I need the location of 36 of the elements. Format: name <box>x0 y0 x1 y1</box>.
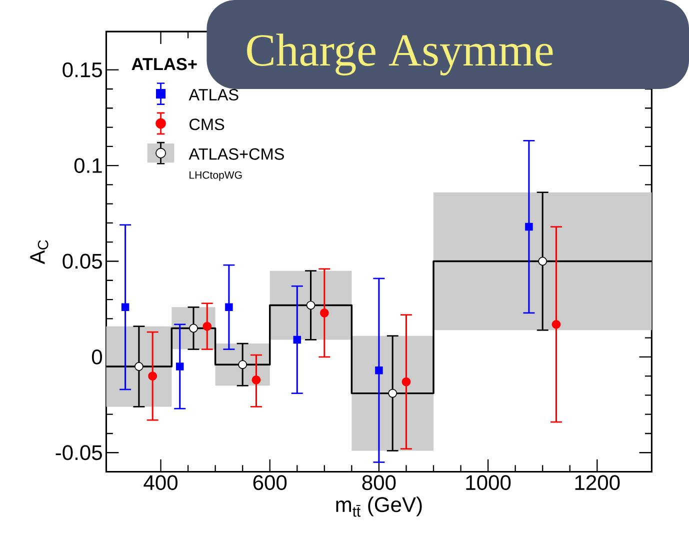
point <box>525 222 533 231</box>
point <box>148 372 158 381</box>
y-axis-title: A$_{C}$ <box>30 240 48 264</box>
y-tick-label: 0.05 <box>62 254 102 269</box>
x-axis-title: m$_{tt̄}$ (GeV) <box>336 496 422 517</box>
x-tick-label: 1000 <box>466 475 511 490</box>
point <box>402 377 411 386</box>
point <box>134 362 144 372</box>
point <box>202 322 212 331</box>
annotation: LHCtopWG <box>190 171 242 181</box>
point <box>189 324 198 333</box>
y-tick-label: -0.05 <box>56 445 102 460</box>
x-tick-label: 1200 <box>575 475 620 490</box>
point <box>552 320 561 329</box>
y-tick-label: 0.1 <box>74 158 102 174</box>
legend-label: CMS <box>190 118 224 130</box>
point <box>538 256 548 266</box>
point <box>238 360 248 370</box>
point <box>252 376 261 384</box>
point <box>176 362 184 370</box>
x-tick-label: 600 <box>253 475 287 490</box>
x-tick-label: 400 <box>144 475 178 490</box>
point <box>293 336 302 344</box>
annotation: ATLAS+ <box>132 58 197 70</box>
point <box>388 388 398 398</box>
point <box>320 308 329 318</box>
chart-title: Charge Asymme <box>247 34 553 76</box>
y-tick-label: 0.15 <box>62 62 102 78</box>
legend-label: ATLAS+CMS <box>188 148 284 160</box>
y-tick-label: 0 <box>92 350 102 364</box>
x-tick-label: 800 <box>362 475 396 490</box>
point <box>121 303 130 312</box>
legend-label: ATLAS <box>188 89 238 101</box>
point <box>225 303 233 312</box>
point <box>375 366 383 374</box>
point <box>306 300 316 310</box>
